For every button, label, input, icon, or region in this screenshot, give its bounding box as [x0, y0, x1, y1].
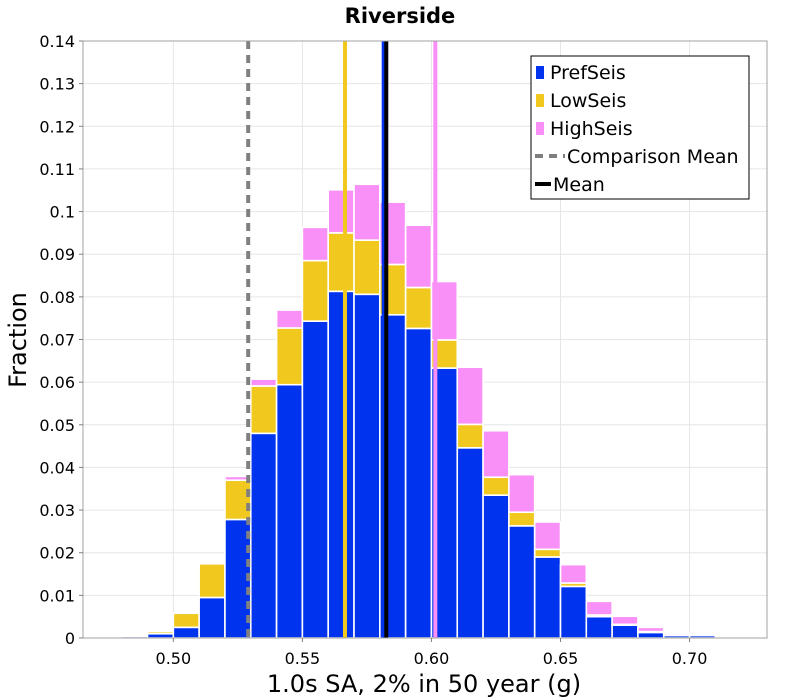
- bar-prefseis-10: [353, 293, 381, 639]
- bar-lowseis-16: [508, 511, 536, 527]
- bar-highseis-17: [533, 521, 562, 551]
- legend-label-comparison-mean: Comparison Mean: [567, 146, 739, 168]
- y-tick-label-1: 0.01: [39, 586, 75, 605]
- y-tick-label-11: 0.11: [39, 160, 75, 179]
- bar-highseis-10: [353, 183, 381, 241]
- bar-highseis-12: [404, 224, 433, 289]
- legend-label-highseis: HighSeis: [550, 118, 633, 140]
- bar-highseis-6: [249, 378, 278, 387]
- y-tick-label-7: 0.07: [39, 331, 75, 350]
- bar-highseis-21: [637, 626, 665, 633]
- x-tick-label-3: 0.65: [543, 649, 579, 668]
- y-axis-label: Fraction: [4, 292, 32, 388]
- bar-lowseis-5: [224, 479, 252, 521]
- y-tick-label-14: 0.14: [39, 32, 75, 51]
- legend-swatch-highseis: [536, 122, 544, 135]
- bar-prefseis-3: [172, 626, 200, 639]
- bar-highseis-14: [456, 366, 484, 426]
- bar-lowseis-2: [146, 630, 175, 635]
- bar-lowseis-12: [404, 286, 433, 330]
- legend-swatch-lowseis: [536, 94, 544, 107]
- bar-lowseis-8: [301, 259, 330, 322]
- y-tick-label-6: 0.06: [39, 373, 75, 392]
- bar-prefseis-12: [404, 327, 433, 639]
- bar-highseis-23: [688, 632, 717, 636]
- bar-highseis-8: [301, 226, 330, 262]
- legend-swatch-prefseis: [536, 66, 544, 79]
- legend: PrefSeis LowSeis HighSeis Comparison Mean Me…: [530, 55, 750, 200]
- bar-prefseis-21: [637, 631, 665, 639]
- bar-prefseis-19: [585, 615, 613, 639]
- bar-highseis-9: [327, 189, 355, 234]
- bar-highseis-15: [482, 429, 510, 479]
- y-tick-label-10: 0.1: [50, 203, 75, 222]
- bar-lowseis-15: [482, 476, 510, 496]
- mean-lines: [246, 41, 438, 638]
- x-tick-label-0: 0.50: [156, 649, 192, 668]
- bar-lowseis-6: [249, 385, 278, 435]
- x-tick-label-1: 0.55: [285, 649, 321, 668]
- bar-highseis-16: [508, 473, 536, 514]
- x-tick-label-4: 0.70: [672, 649, 708, 668]
- y-tick-label-5: 0.05: [39, 416, 75, 435]
- legend-label-prefseis: PrefSeis: [550, 62, 626, 84]
- y-tick-label-13: 0.13: [39, 75, 75, 94]
- bar-highseis-20: [611, 615, 639, 626]
- y-tick-label-8: 0.08: [39, 288, 75, 307]
- legend-label-lowseis: LowSeis: [550, 90, 626, 112]
- bar-lowseis-1: [120, 634, 149, 638]
- y-tick-label-9: 0.09: [39, 245, 75, 264]
- bar-lowseis-10: [353, 239, 381, 296]
- bar-prefseis-14: [456, 447, 484, 639]
- y-tick-label-12: 0.12: [39, 117, 75, 136]
- bar-prefseis-16: [508, 525, 536, 639]
- bar-lowseis-9: [327, 232, 355, 293]
- bar-highseis-18: [559, 563, 588, 584]
- bar-prefseis-8: [301, 320, 330, 639]
- legend-box: [530, 55, 750, 200]
- bar-prefseis-18: [559, 585, 588, 639]
- bar-lowseis-14: [456, 423, 484, 449]
- bar-lowseis-4: [198, 563, 226, 599]
- y-tick-label-4: 0.04: [39, 458, 75, 477]
- legend-label-mean: Mean: [553, 174, 605, 196]
- y-axis-ticks: 0 0.01 0.02 0.03 0.04 0.05 0.06 0.07 0.08 0.09 0.1…: [39, 32, 83, 648]
- x-axis-label: 1.0s SA, 2% in 50 year (g): [267, 670, 581, 698]
- bar-prefseis-20: [611, 624, 639, 639]
- bar-prefseis-4: [198, 596, 226, 639]
- bar-highseis-19: [585, 600, 613, 616]
- bar-lowseis-17: [533, 548, 562, 558]
- bar-highseis-7: [275, 309, 304, 329]
- bar-prefseis-15: [482, 494, 510, 639]
- y-tick-label-2: 0.02: [39, 544, 75, 563]
- y-tick-label-3: 0.03: [39, 501, 75, 520]
- y-tick-label-0: 0: [65, 629, 75, 648]
- x-tick-label-2: 0.60: [414, 649, 450, 668]
- x-axis-ticks: 0.50 0.55 0.60 0.65 0.70: [156, 638, 708, 668]
- bar-prefseis-6: [249, 432, 278, 639]
- bar-lowseis-7: [275, 327, 304, 386]
- bar-prefseis-9: [327, 290, 355, 639]
- bar-highseis-22: [662, 632, 691, 636]
- bar-prefseis-17: [533, 556, 562, 639]
- bar-prefseis-7: [275, 383, 304, 639]
- chart-title: Riverside: [345, 4, 456, 28]
- bar-lowseis-3: [172, 612, 200, 629]
